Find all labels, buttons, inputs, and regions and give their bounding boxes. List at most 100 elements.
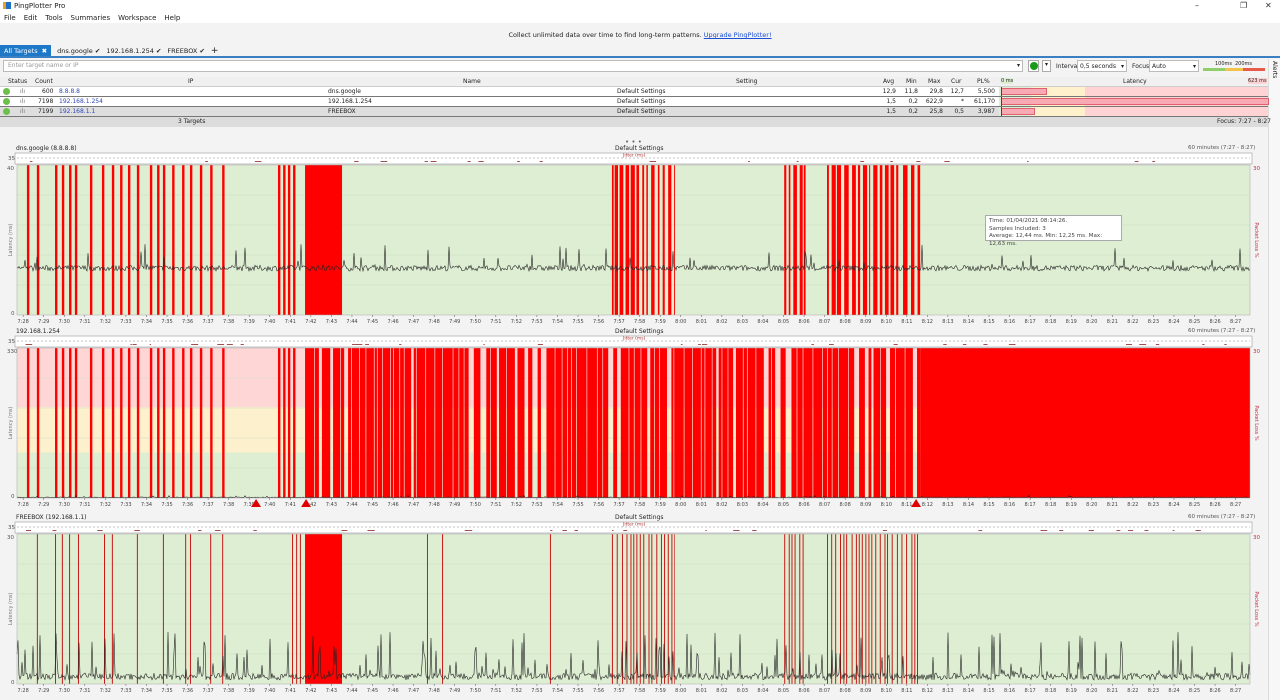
min: 0,2 <box>908 98 918 105</box>
chart-setting: Default Settings <box>615 328 664 335</box>
tab-dns-google[interactable]: dns.google ✔ <box>57 47 100 55</box>
graph-icon[interactable]: ılı <box>20 98 26 105</box>
menu-summaries[interactable]: Summaries <box>70 13 111 22</box>
minimize-button[interactable]: – <box>1195 1 1199 10</box>
col-status[interactable]: Status <box>8 78 28 85</box>
col-pl[interactable]: PL% <box>977 78 990 85</box>
col-setting[interactable]: Setting <box>736 78 758 85</box>
latency-min-label: 0 ms <box>1001 78 1014 84</box>
splitter-handle[interactable]: • • • <box>625 138 642 146</box>
upgrade-link[interactable]: Upgrade PingPlotter! <box>703 31 772 39</box>
packet-loss-bar <box>887 534 889 684</box>
jitter-mark <box>1224 344 1227 345</box>
interval-select[interactable]: 0,5 seconds ▾ <box>1077 60 1127 72</box>
packet-loss-bar <box>803 348 813 498</box>
x-tick-label: 8:08 <box>840 688 851 694</box>
x-tick-label: 8:22 <box>1127 502 1138 508</box>
packet-loss-bar <box>486 348 491 498</box>
x-tick-label: 7:38 <box>223 688 234 694</box>
latency-chart[interactable]: Jitter (ms) 35 330 0 Latency (ms) 30 Packet Lo… <box>0 326 1268 510</box>
count: 7199 <box>38 108 54 115</box>
packet-loss: 3,987 <box>977 108 995 115</box>
x-tick-label: 7:45 <box>367 319 378 325</box>
col-count[interactable]: Count <box>35 78 53 85</box>
col-avg[interactable]: Avg <box>883 78 895 85</box>
time-range-label[interactable]: 60 minutes (7:27 - 8:27) <box>1188 328 1256 334</box>
packet-loss-bar <box>287 348 291 498</box>
ip-link[interactable]: 192.168.1.1 <box>59 108 96 115</box>
chart-svg[interactable]: Jitter (ms) 35 30 0 Latency (ms) 30 Packet Los… <box>0 512 1268 696</box>
close-button[interactable]: ✕ <box>1265 1 1272 10</box>
y-tick-top: 40 <box>7 166 14 172</box>
tab-freebox[interactable]: FREEBOX ✔ <box>167 47 205 55</box>
x-tick-label: 7:49 <box>449 502 460 508</box>
target-tabs: All Targets ✖ dns.google ✔ 192.168.1.254 … <box>0 45 1280 56</box>
packet-loss-bar <box>374 348 377 498</box>
x-tick-label: 8:04 <box>757 502 768 508</box>
y2-tick: 30 <box>1253 166 1260 172</box>
packet-loss-bar <box>793 165 797 315</box>
table-row[interactable]: ılı 7199 192.168.1.1 FREEBOX Default Set… <box>0 107 1268 117</box>
packet-loss-bar <box>780 348 786 498</box>
target-input[interactable]: Enter target name or IP <box>3 60 1023 72</box>
x-tick-label: 7:41 <box>285 502 296 508</box>
tab-all-targets[interactable]: All Targets ✖ <box>0 45 52 56</box>
graph-icon[interactable]: ılı <box>20 88 26 95</box>
col-max[interactable]: Max <box>928 78 941 85</box>
start-trace-button[interactable] <box>1028 60 1039 72</box>
col-cur[interactable]: Cur <box>951 78 962 85</box>
focus-select[interactable]: Auto ▾ <box>1149 60 1199 72</box>
jitter-mark <box>356 344 363 345</box>
col-ip[interactable]: IP <box>188 78 194 85</box>
target-dropdown-icon[interactable]: ▾ <box>1017 62 1021 69</box>
x-tick-label: 8:16 <box>1004 502 1015 508</box>
menu-workspace[interactable]: Workspace <box>118 13 157 22</box>
x-tick-label: 7:48 <box>429 688 440 694</box>
ip-link[interactable]: 8.8.8.8 <box>59 88 80 95</box>
ip-link[interactable]: 192.168.1.254 <box>59 98 103 105</box>
table-row[interactable]: ılı 7198 192.168.1.254 192.168.1.254 Def… <box>0 97 1269 107</box>
packet-loss-bar <box>567 348 572 498</box>
packet-loss-bar <box>827 534 829 684</box>
graph-icon[interactable]: ılı <box>20 108 26 115</box>
maximize-button[interactable]: ❐ <box>1240 1 1248 10</box>
jitter-mark <box>1202 344 1205 345</box>
packet-loss-bar <box>283 348 286 498</box>
setting: Default Settings <box>617 108 666 115</box>
x-tick-label: 7:40 <box>264 502 275 508</box>
x-tick-label: 8:04 <box>757 319 768 325</box>
add-tab-button[interactable]: + <box>210 45 219 56</box>
packet-loss-bar <box>61 348 65 498</box>
x-tick-label: 8:01 <box>696 688 707 694</box>
jitter-mark <box>29 161 33 162</box>
col-name[interactable]: Name <box>463 78 481 85</box>
time-range-label[interactable]: 60 minutes (7:27 - 8:27) <box>1188 514 1256 520</box>
x-tick-label: 7:32 <box>100 688 111 694</box>
col-min[interactable]: Min <box>906 78 917 85</box>
packet-loss-bar <box>722 348 728 498</box>
menu-edit[interactable]: Edit <box>23 13 38 22</box>
x-tick-label: 8:20 <box>1086 688 1097 694</box>
x-tick-label: 8:21 <box>1107 688 1118 694</box>
x-tick-label: 7:39 <box>244 688 255 694</box>
menu-tools[interactable]: Tools <box>45 13 63 22</box>
start-options-dropdown[interactable]: ▾ <box>1042 60 1051 72</box>
tab-192-168-1-254[interactable]: 192.168.1.254 ✔ <box>106 47 161 55</box>
packet-loss-bar <box>906 534 908 684</box>
table-row[interactable]: ılı 600 8.8.8.8 dns.google Default Setti… <box>0 87 1268 97</box>
col-latency[interactable]: Latency <box>1123 78 1147 85</box>
menu-help[interactable]: Help <box>164 13 181 22</box>
x-tick-label: 7:47 <box>408 319 419 325</box>
time-range-label[interactable]: 60 minutes (7:27 - 8:27) <box>1188 145 1256 151</box>
x-tick-label: 7:52 <box>511 688 522 694</box>
x-tick-label: 7:36 <box>182 319 193 325</box>
close-tab-icon[interactable]: ✖ <box>41 46 48 55</box>
latency-chart[interactable]: Jitter (ms) 35 30 0 Latency (ms) 30 Packet Los… <box>0 512 1268 696</box>
chart-svg[interactable]: Jitter (ms) 35 330 0 Latency (ms) 30 Packet Lo… <box>0 326 1268 510</box>
alerts-panel[interactable]: Alerts <box>1268 59 1280 700</box>
latency-chart[interactable]: Jitter (ms) 35 40 0 Latency (ms) 30 Packet Los… <box>0 143 1268 327</box>
menu-file[interactable]: File <box>4 13 16 22</box>
packet-loss-bar <box>426 534 428 684</box>
packet-loss-bar <box>619 165 624 315</box>
chart-svg[interactable]: Jitter (ms) 35 40 0 Latency (ms) 30 Packet Los… <box>0 143 1268 327</box>
